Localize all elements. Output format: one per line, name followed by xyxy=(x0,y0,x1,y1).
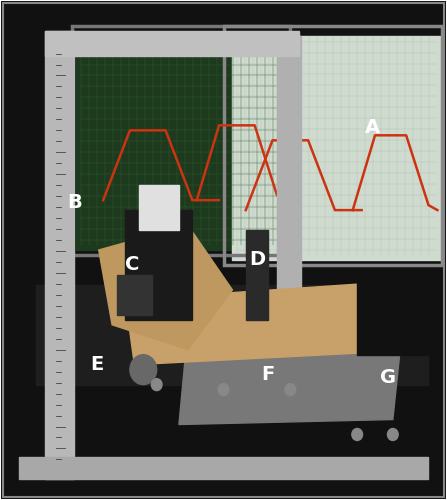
Bar xyxy=(18,457,429,479)
Circle shape xyxy=(352,428,363,440)
Text: F: F xyxy=(261,365,275,384)
Polygon shape xyxy=(179,330,402,424)
Polygon shape xyxy=(126,280,424,364)
Bar xyxy=(357,275,429,354)
Bar xyxy=(232,36,442,260)
Bar xyxy=(45,30,299,56)
Bar xyxy=(117,275,152,315)
Bar xyxy=(139,185,179,230)
Circle shape xyxy=(152,378,162,390)
Circle shape xyxy=(388,428,398,440)
Circle shape xyxy=(285,384,295,396)
Text: D: D xyxy=(249,250,265,270)
Bar xyxy=(45,30,74,479)
Text: E: E xyxy=(90,355,103,374)
Circle shape xyxy=(218,384,229,396)
Bar xyxy=(76,36,286,250)
Text: G: G xyxy=(380,368,396,386)
Bar xyxy=(36,285,429,384)
Bar xyxy=(224,26,442,265)
Polygon shape xyxy=(99,225,232,350)
Bar xyxy=(72,26,291,255)
Text: A: A xyxy=(365,118,380,138)
Bar xyxy=(277,36,301,360)
Text: C: C xyxy=(125,256,139,274)
Bar xyxy=(126,210,192,320)
Bar xyxy=(246,230,268,320)
Circle shape xyxy=(130,354,156,384)
Text: B: B xyxy=(67,193,82,212)
